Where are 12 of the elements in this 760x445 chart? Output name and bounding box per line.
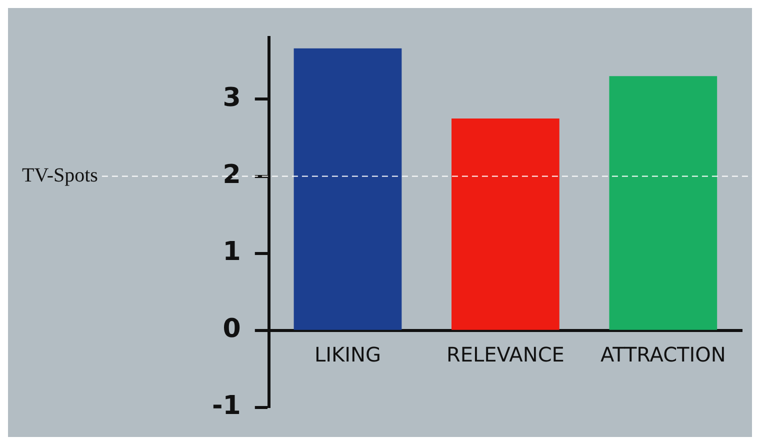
y-tick-label: 0 [222,314,241,344]
ref-line-label: TV-Spots [22,164,98,187]
y-tick-label: 1 [222,237,241,268]
bar [294,48,402,330]
bar [452,118,560,330]
y-tick-label: -1 [212,391,241,422]
x-tick-label: LIKING [314,342,381,367]
bar [609,76,718,330]
y-tick-label: 3 [222,82,241,113]
y-tick-label: 2 [222,160,241,190]
x-tick-label: RELEVANCE [446,342,564,367]
x-tick-label: ATTRACTION [600,342,726,367]
